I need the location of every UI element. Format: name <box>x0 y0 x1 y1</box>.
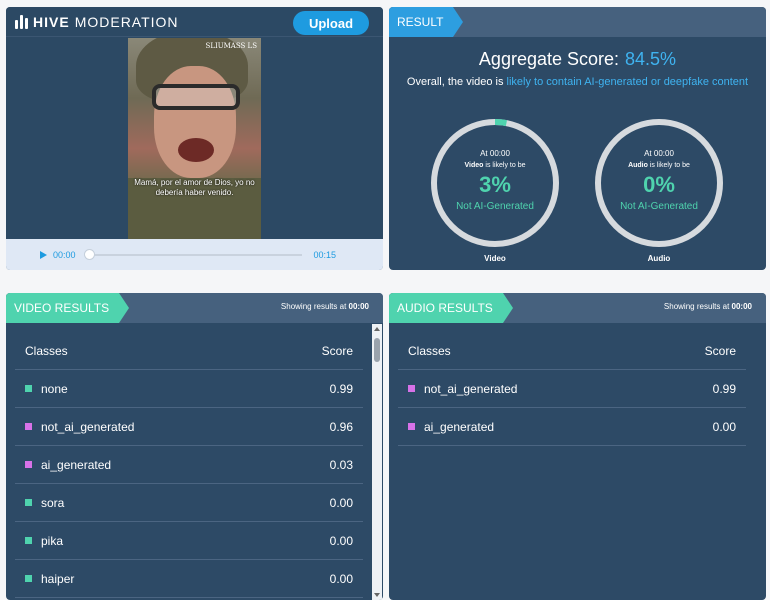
class-score: 0.99 <box>329 381 353 396</box>
class-score: 0.00 <box>712 419 736 434</box>
video-gauge-ring <box>431 119 559 247</box>
class-name: not_ai_generated <box>424 381 518 396</box>
hive-logo: HIVE MODERATION <box>15 14 179 30</box>
video-gauge: At 00:00 Video is likely to be 3% Not AI… <box>429 117 561 263</box>
aggregate-score: Aggregate Score: 84.5% <box>389 49 766 70</box>
result-header: RESULT <box>389 7 766 37</box>
video-gauge-verdict: Not AI-Generated <box>456 201 534 212</box>
video-results-header: VIDEO RESULTS Showing results at 00:00 <box>6 293 383 323</box>
class-name: sora <box>41 495 65 510</box>
play-icon[interactable] <box>40 250 47 259</box>
class-score: 0.00 <box>329 495 353 510</box>
table-row: pika 0.00 <box>15 522 363 560</box>
audio-gauge-caption: Audio <box>647 254 671 263</box>
current-time: 00:00 <box>53 249 76 260</box>
table-header: Classes Score <box>398 332 746 370</box>
audio-gauge-ring <box>595 119 723 247</box>
player-controls: 00:00 00:15 <box>6 239 383 270</box>
video-results-showing: Showing results at 00:00 <box>280 302 369 311</box>
class-color-marker <box>25 537 32 544</box>
summary-highlight: likely to contain AI-generated or deepfa… <box>506 76 749 88</box>
class-color-marker <box>408 385 415 392</box>
class-name: pika <box>41 533 64 548</box>
scroll-up-icon[interactable] <box>374 327 380 331</box>
column-classes: Classes <box>408 343 451 358</box>
class-color-marker <box>25 423 32 430</box>
table-row: none 0.99 <box>15 370 363 408</box>
audio-gauge-verdict: Not AI-Generated <box>620 201 698 212</box>
column-classes: Classes <box>25 343 68 358</box>
audio-gauge: At 00:00 Audio is likely to be 0% Not AI… <box>593 117 725 263</box>
scroll-thumb[interactable] <box>374 338 380 362</box>
video-gauge-caption: Video <box>484 254 506 263</box>
summary-prefix: Overall, the video is <box>406 76 507 88</box>
result-summary: Overall, the video is likely to contain … <box>399 74 756 90</box>
duration-time: 00:15 <box>313 249 337 260</box>
video-frame-glasses <box>152 84 240 110</box>
table-row: ai_generated 0.03 <box>15 446 363 484</box>
scroll-down-icon[interactable] <box>374 593 380 597</box>
seek-handle[interactable] <box>83 248 95 260</box>
audio-gauge-percent: 0% <box>643 172 675 197</box>
table-row: ai_generated 0.00 <box>398 408 746 446</box>
audio-results-table: Classes Score not_ai_generated 0.99 ai_gen… <box>398 332 746 446</box>
table-row: sora 0.00 <box>15 484 363 522</box>
audio-results-showing: Showing results at 00:00 <box>663 302 752 311</box>
class-name: haiper <box>41 571 75 586</box>
upload-button[interactable]: Upload <box>293 11 369 35</box>
table-row: not_ai_generated 0.96 <box>15 408 363 446</box>
class-color-marker <box>25 499 32 506</box>
class-name: ai_generated <box>424 419 495 434</box>
class-color-marker <box>25 575 32 582</box>
table-row: haiper 0.00 <box>15 560 363 598</box>
seek-bar[interactable] <box>83 248 302 260</box>
class-name: ai_generated <box>41 457 112 472</box>
class-score: 0.99 <box>712 381 736 396</box>
brand-sub: MODERATION <box>74 13 179 30</box>
brand-name: HIVE <box>33 13 70 30</box>
result-panel: RESULT Aggregate Score: 84.5% Overall, th… <box>389 7 766 270</box>
aggregate-value: 84.5% <box>625 49 677 69</box>
video-player-panel: HIVE MODERATION Upload SLIUMASS LS Mamá,… <box>6 7 383 270</box>
audio-results-tag: AUDIO RESULTS <box>389 293 513 323</box>
video-results-panel: VIDEO RESULTS Showing results at 00:00 C… <box>6 293 383 600</box>
class-color-marker <box>408 423 415 430</box>
audio-results-panel: AUDIO RESULTS Showing results at 00:00 C… <box>389 293 766 600</box>
table-header: Classes Score <box>15 332 363 370</box>
video-results-scrollbar[interactable] <box>372 324 382 600</box>
hive-logo-icon <box>15 14 28 29</box>
video-gauge-likely: Video is likely to be <box>464 162 526 169</box>
result-tag: RESULT <box>389 7 464 37</box>
class-score: 0.00 <box>329 571 353 586</box>
class-score: 0.00 <box>329 533 353 548</box>
video-gauge-time: At 00:00 <box>480 149 510 158</box>
video-subtitle: Mamá, por el amor de Dios, yo no debería… <box>134 178 255 197</box>
column-score: Score <box>704 343 736 358</box>
video-frame-body <box>128 178 261 239</box>
video-frame[interactable]: SLIUMASS LS Mamá, por el amor de Dios, y… <box>128 38 261 239</box>
class-color-marker <box>25 385 32 392</box>
table-row: not_ai_generated 0.99 <box>398 370 746 408</box>
class-name: not_ai_generated <box>41 419 135 434</box>
class-score: 0.03 <box>329 457 353 472</box>
class-name: none <box>41 381 68 396</box>
video-results-tag: VIDEO RESULTS <box>6 293 130 323</box>
audio-gauge-time: At 00:00 <box>644 149 674 158</box>
video-frame-mouth <box>178 138 214 162</box>
audio-gauge-likely: Audio is likely to be <box>628 162 690 169</box>
column-score: Score <box>321 343 353 358</box>
video-results-table: Classes Score none 0.99 not_ai_generated 0.… <box>15 332 363 598</box>
aggregate-label: Aggregate Score: <box>478 49 620 69</box>
video-gauge-percent: 3% <box>479 172 511 197</box>
class-color-marker <box>25 461 32 468</box>
player-header: HIVE MODERATION Upload <box>6 7 383 37</box>
audio-results-header: AUDIO RESULTS Showing results at 00:00 <box>389 293 766 323</box>
class-score: 0.96 <box>329 419 353 434</box>
video-watermark: SLIUMASS LS <box>205 42 257 50</box>
